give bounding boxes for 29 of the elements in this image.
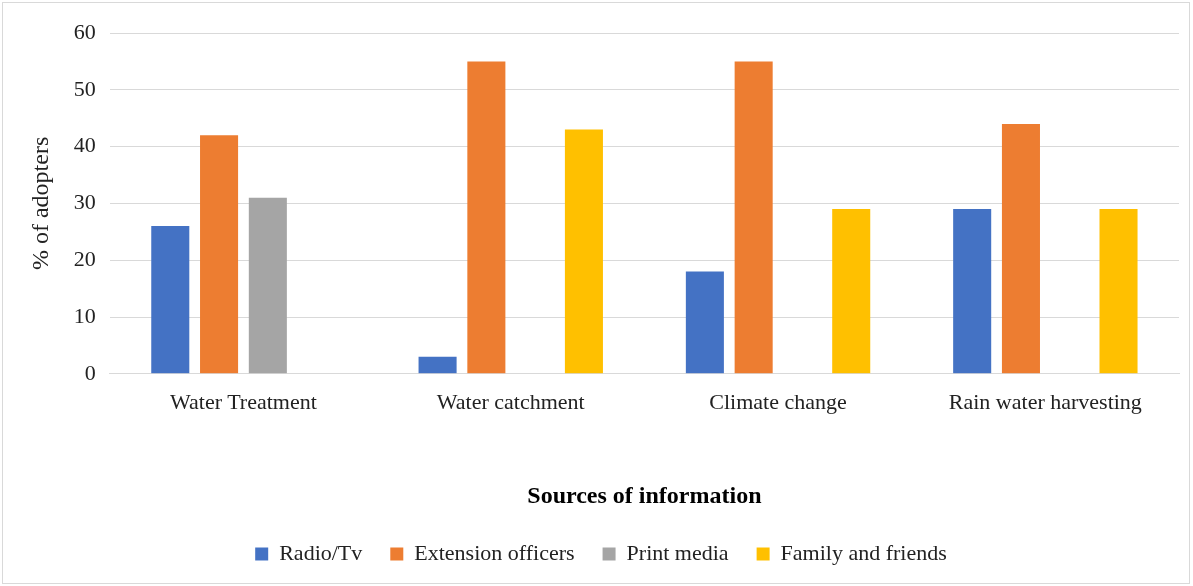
x-tick-label: Water Treatment (170, 388, 317, 414)
legend-label: Radio/Tv (279, 539, 363, 565)
y-tick-label: 20 (73, 245, 96, 271)
x-tick-label: Climate change (709, 388, 847, 414)
bar (564, 129, 603, 374)
bar (418, 356, 457, 374)
bar (467, 61, 506, 374)
y-tick-label: 60 (73, 18, 96, 44)
bar (685, 271, 724, 374)
x-axis-title: Sources of information (527, 481, 762, 508)
y-tick-label: 50 (73, 75, 96, 101)
legend-label: Print media (626, 539, 729, 565)
x-tick-label: Water catchment (436, 388, 585, 414)
y-tick-label: 40 (73, 132, 96, 158)
x-tick-label: Rain water harvesting (948, 388, 1142, 414)
legend-label: Family and friends (780, 539, 947, 565)
bar (151, 226, 190, 374)
bar (200, 135, 239, 374)
bar (953, 209, 992, 374)
bar (248, 197, 287, 374)
bar (734, 61, 773, 374)
y-tick-label: 10 (73, 302, 96, 328)
y-tick-label: 30 (73, 189, 96, 215)
bar (1099, 209, 1138, 374)
bar (1001, 123, 1040, 374)
y-tick-label: 0 (84, 359, 96, 385)
bar (832, 209, 871, 374)
legend-label: Extension officers (414, 539, 575, 565)
y-axis-title: % of adopters (26, 136, 53, 271)
